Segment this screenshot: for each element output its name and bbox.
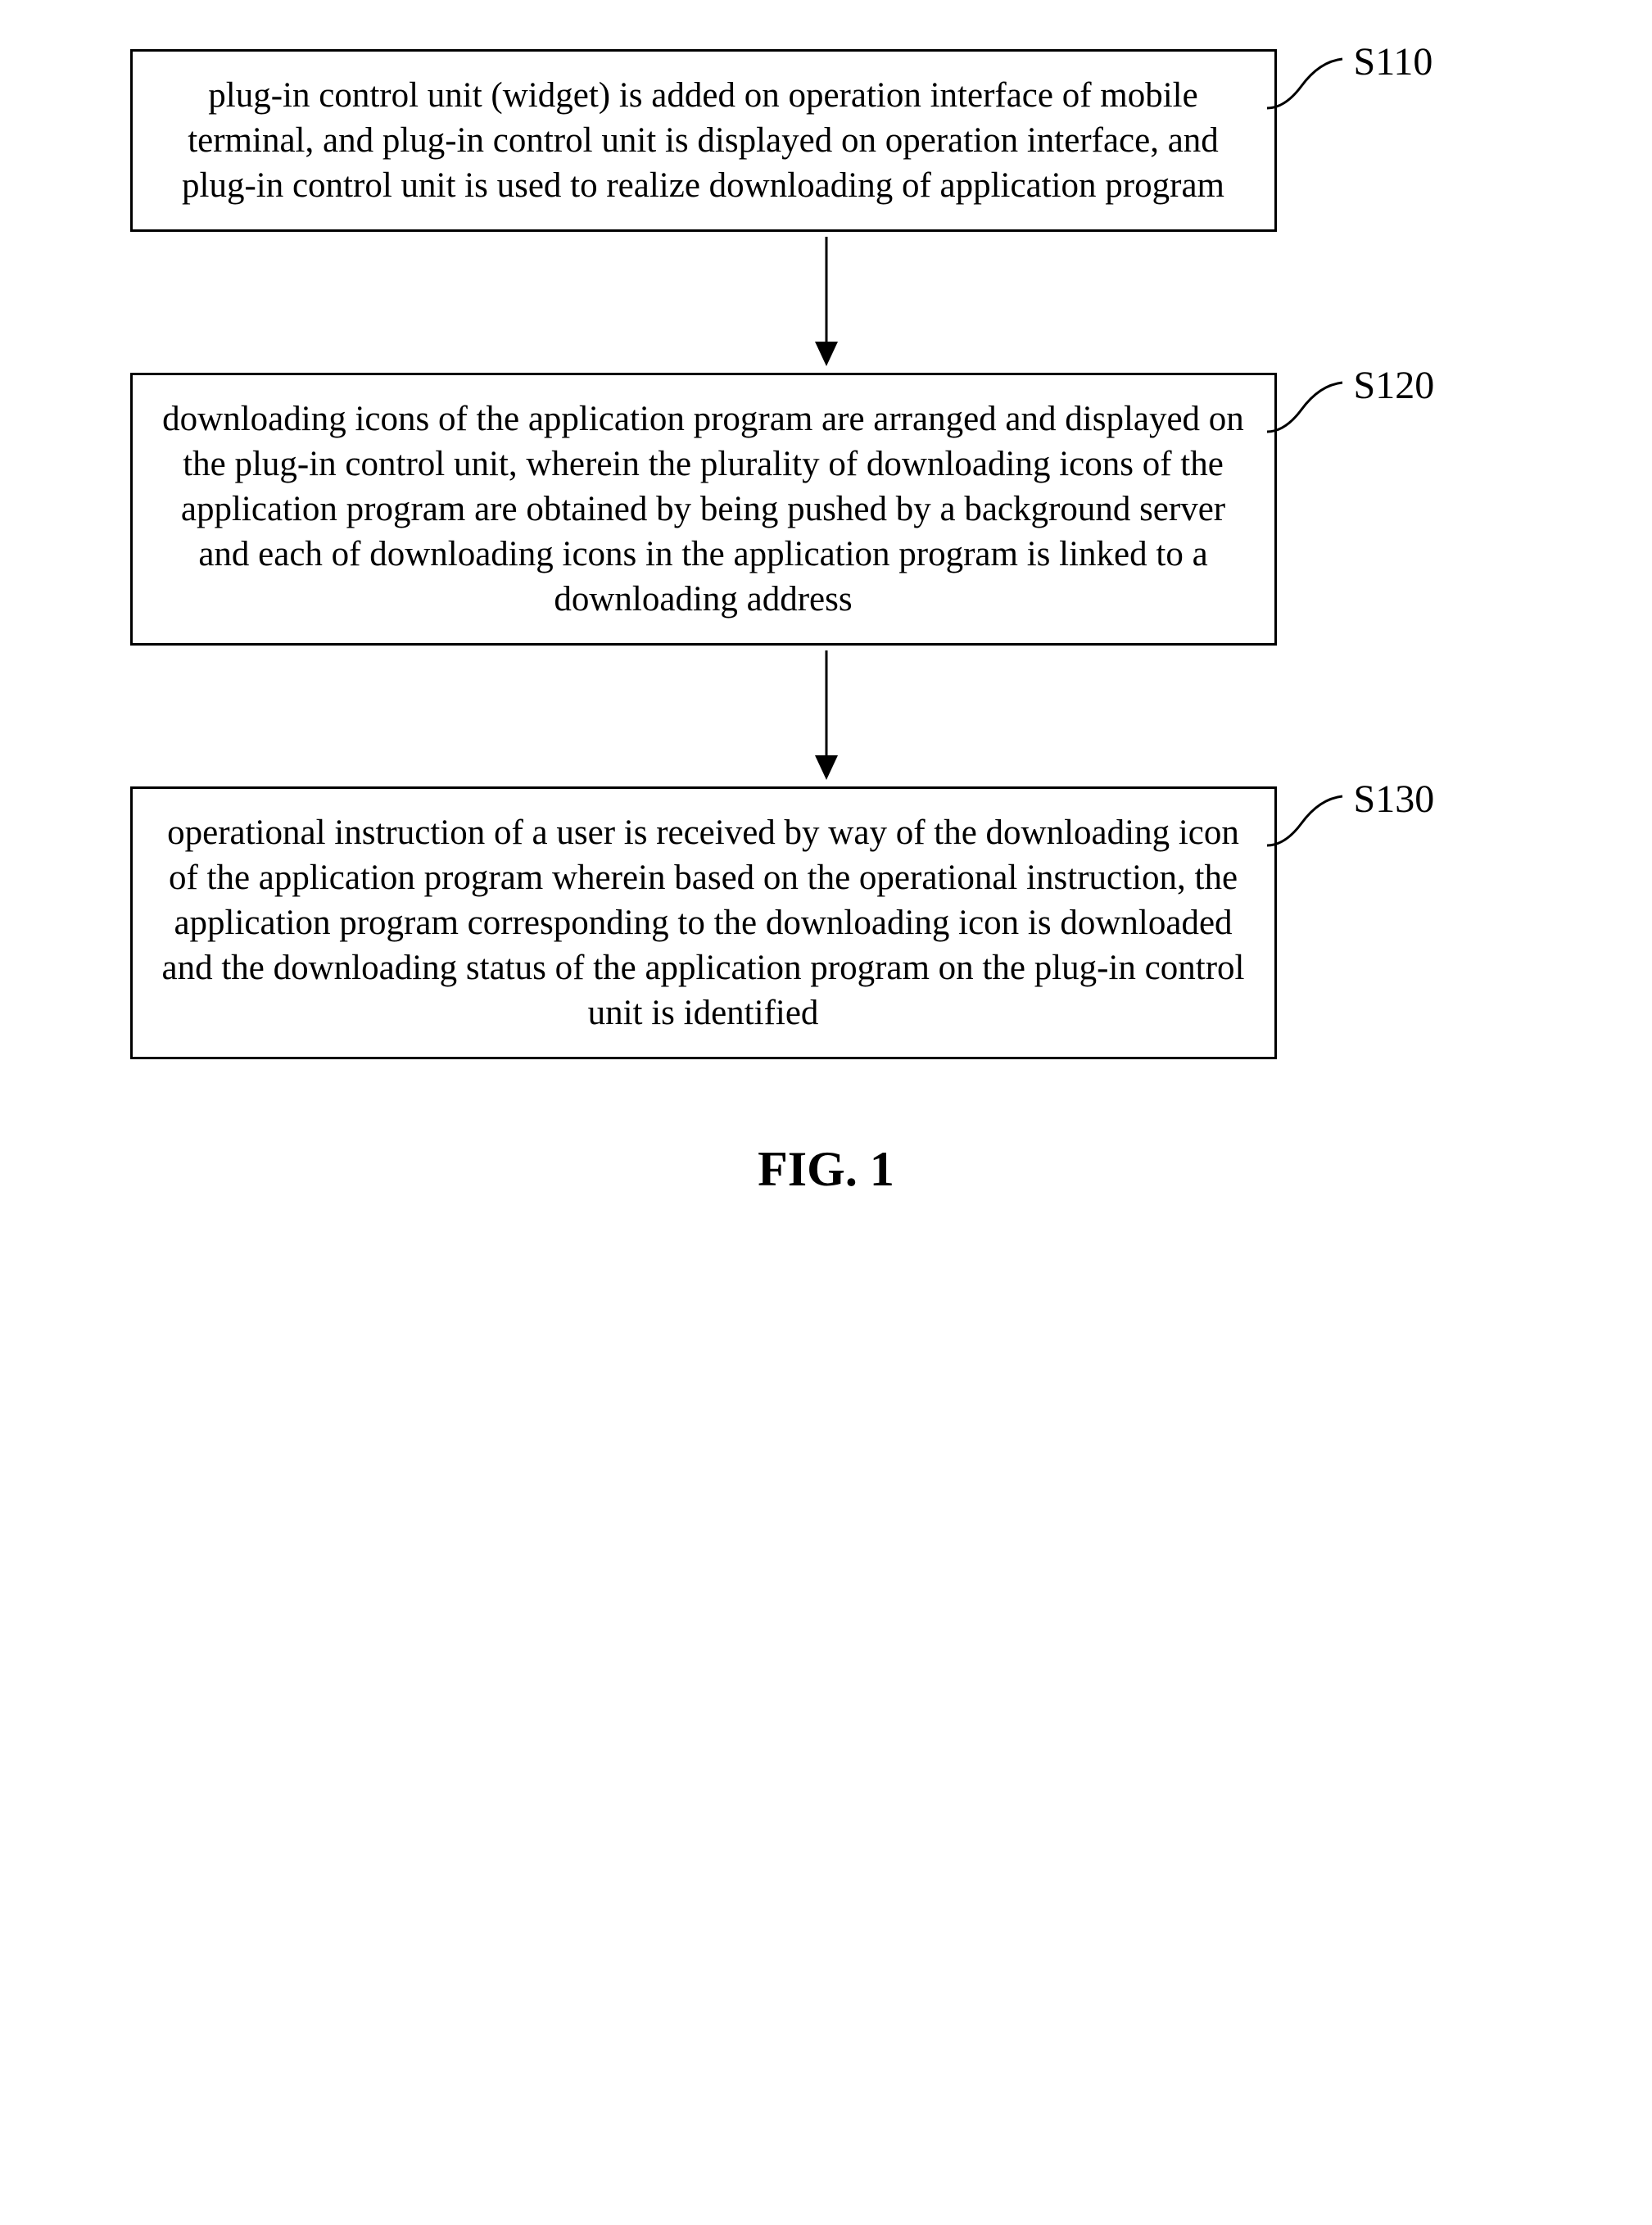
step-label-s120: S120 <box>1354 366 1435 406</box>
step-s110-wrap: plug-in control unit (widget) is added o… <box>130 49 1523 232</box>
step-label-wrap-s130: S130 <box>1260 786 1435 852</box>
step-box-s110: plug-in control unit (widget) is added o… <box>130 49 1277 232</box>
step-label-s110: S110 <box>1354 43 1433 82</box>
callout-curve-icon <box>1260 49 1351 115</box>
callout-curve-icon <box>1260 373 1351 438</box>
step-label-s130: S130 <box>1354 780 1435 819</box>
step-box-s120: downloading icons of the application pro… <box>130 373 1277 646</box>
step-label-wrap-s120: S120 <box>1260 373 1435 438</box>
figure-label: FIG. 1 <box>758 1141 894 1198</box>
flowchart-container: plug-in control unit (widget) is added o… <box>130 49 1523 1198</box>
step-s130-wrap: operational instruction of a user is rec… <box>130 786 1523 1059</box>
step-label-wrap-s110: S110 <box>1260 49 1433 115</box>
step-s120-wrap: downloading icons of the application pro… <box>130 373 1523 646</box>
callout-curve-icon <box>1260 786 1351 852</box>
step-box-s130: operational instruction of a user is rec… <box>130 786 1277 1059</box>
arrow-down-icon <box>810 237 843 368</box>
arrow-down-icon <box>810 650 843 782</box>
